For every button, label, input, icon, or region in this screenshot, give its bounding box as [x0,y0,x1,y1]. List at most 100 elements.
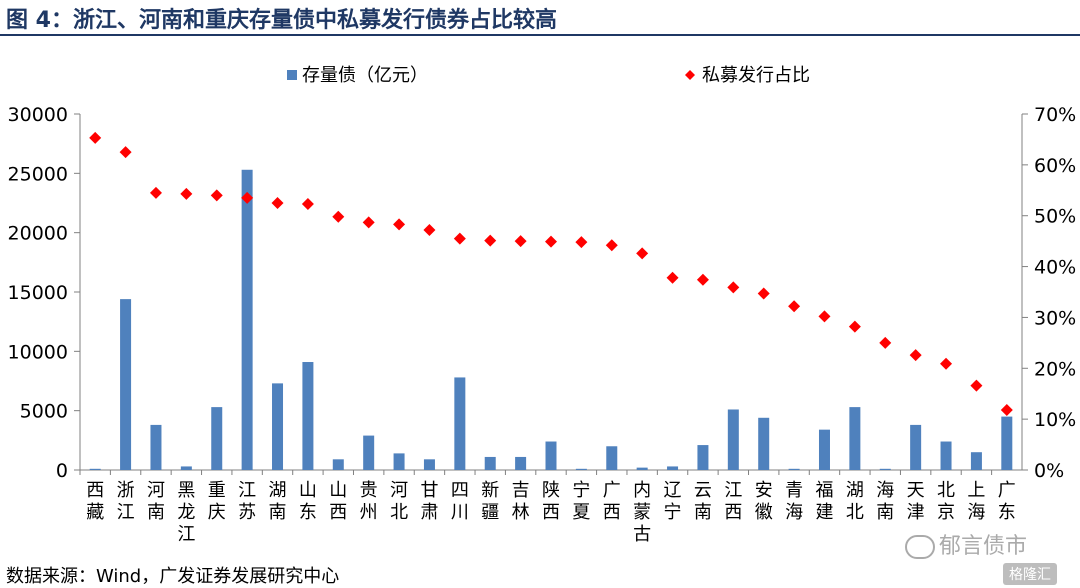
x-tick-label-char: 云 [694,480,712,501]
x-tick-label: 北京 [937,480,955,523]
scatter-point [119,146,132,159]
scatter-point [909,349,922,362]
scatter-point [879,336,892,349]
right-tick-label: 10% [1034,409,1076,431]
scatter-point [940,357,953,370]
x-tick-label-char: 山 [299,480,317,501]
right-tick-label: 70% [1034,104,1076,126]
scatter-point [301,198,314,211]
x-tick-label: 福建 [815,480,833,523]
x-tick-label-char: 西 [86,480,104,501]
scatter-point [727,281,740,294]
bar [363,435,375,470]
bar [636,467,648,470]
x-tick-label: 青海 [785,480,803,523]
x-tick-label-char: 河 [390,480,408,501]
legend-point-swatch [685,70,695,80]
bar [180,466,192,470]
x-tick-label-char: 江 [724,480,742,501]
bar [150,424,162,470]
x-tick-label-char: 海 [876,480,894,501]
x-tick-label-char: 内 [633,480,651,501]
bar [120,299,132,470]
scatter-point [788,300,801,313]
x-tick-label-char: 新 [481,480,499,501]
x-tick-label-char: 南 [876,502,894,523]
right-tick-label: 60% [1034,155,1076,177]
left-tick-label: 15000 [8,282,68,304]
x-tick-label-char: 天 [907,480,925,501]
x-tick-label-char: 宁 [664,502,682,523]
x-tick-label-char: 苏 [238,502,256,523]
x-tick-label-char: 建 [815,502,833,523]
x-tick-label-char: 夏 [572,502,590,523]
x-tick-label: 云南 [694,480,712,523]
scatter-point [484,234,497,247]
x-tick-label-char: 川 [451,502,469,523]
x-tick-label: 海南 [876,480,894,523]
scatter-point [423,223,436,236]
x-tick-label-char: 北 [937,480,955,501]
bar [393,453,405,470]
x-tick-label-char: 贵 [360,480,378,501]
x-tick-label: 湖北 [846,480,864,523]
x-tick-label-char: 广 [603,480,621,501]
left-tick-label: 0 [56,460,68,482]
x-tick-label: 山西 [329,480,347,523]
scatter-point [514,235,527,248]
left-tick-label: 20000 [8,223,68,245]
x-tick-label-char: 西 [542,502,560,523]
x-tick-label-char: 徽 [755,502,773,523]
scatter-point [575,236,588,249]
left-tick-label: 10000 [8,341,68,363]
scatter-point [636,247,649,260]
bar [332,459,344,470]
scatter-point [666,271,679,284]
legend-point-label: 私募发行占比 [702,65,810,86]
combo-chart: 存量债（亿元） 私募发行占比 0 5000 10000 15000 20000 25000 3… [8,65,1077,545]
bar [454,377,466,470]
bar [849,407,861,470]
bar [1001,416,1013,470]
x-tick-label-char: 藏 [86,502,104,523]
x-tick-label-char: 海 [785,502,803,523]
scatter-point [605,239,618,252]
x-tick-label-char: 江 [238,480,256,501]
x-tick-label-char: 林 [512,502,530,523]
right-tick-label: 0% [1034,460,1064,482]
x-tick-label: 甘肃 [420,480,438,523]
scatter-point [241,191,254,204]
scatter-point [362,216,375,229]
source-note: 数据来源：Wind，广发证券发展研究中心 [6,566,340,587]
left-tick-label: 30000 [8,104,68,126]
scatter-point [757,287,770,300]
x-tick-label-char: 广 [998,480,1016,501]
x-tick-label-char: 吉 [512,480,530,501]
x-tick-label-char: 龙 [177,502,195,523]
bar [575,468,587,470]
scatter-point [848,320,861,333]
x-tick-label-char: 辽 [664,480,682,501]
bar [758,417,770,470]
x-tick-label: 山东 [299,480,317,523]
x-tick-label: 江西 [724,480,742,523]
bar [89,468,101,470]
watermark: 郁言债市 [905,528,1027,560]
bar [818,429,830,470]
bar [211,407,223,470]
x-tick-label-char: 上 [967,480,985,501]
x-tick-label-char: 陕 [542,480,560,501]
bar [788,468,800,470]
legend: 存量债（亿元） 私募发行占比 [287,65,810,86]
x-tick-label: 河南 [147,480,165,523]
scatter-point [818,310,831,323]
x-tick-label: 广东 [998,480,1016,523]
x-tick-label: 吉林 [512,480,530,523]
scatter-series [89,131,1013,416]
scatter-point [696,273,709,286]
bar [545,441,557,470]
x-tick-label-char: 庆 [208,502,226,523]
scatter-point [332,210,345,223]
x-tick-label-char: 湖 [846,480,864,501]
x-tick-label-char: 北 [390,502,408,523]
